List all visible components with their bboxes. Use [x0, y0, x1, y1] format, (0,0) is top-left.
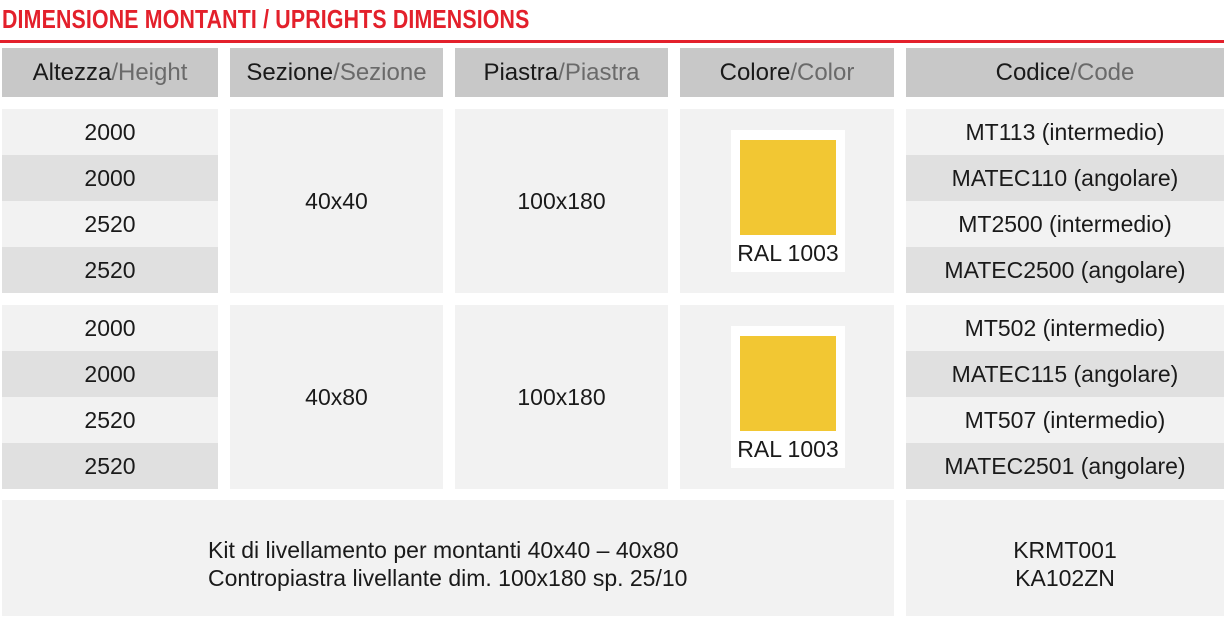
header-section-sep: /: [333, 58, 340, 86]
kit-codes: KRMT001 KA102ZN: [906, 536, 1224, 592]
ral-label: RAL 1003: [737, 240, 839, 266]
header-code-sep: /: [1070, 58, 1077, 86]
header-color-sep: /: [790, 58, 797, 86]
color-swatch: [740, 140, 836, 235]
table-row-height: 2520: [2, 443, 218, 489]
color-swatch: [740, 336, 836, 431]
section-value: 40x40: [230, 109, 443, 293]
table-row-code: MATEC110 (angolare): [906, 155, 1224, 201]
plate-value: 100x180: [455, 305, 668, 489]
kit-line: Kit di livellamento per montanti 40x40 –…: [208, 537, 679, 563]
kit-code: KA102ZN: [1015, 565, 1115, 591]
header-plate-sep: /: [558, 58, 565, 86]
header-height-sep: /: [111, 58, 118, 86]
title-divider: [0, 40, 1224, 43]
header-code: Codice / Code: [906, 48, 1224, 97]
table-row-code: MATEC2501 (angolare): [906, 443, 1224, 489]
header-section: Sezione / Sezione: [230, 48, 443, 97]
header-height-it: Altezza: [32, 58, 112, 86]
header-plate-it: Piastra: [483, 58, 559, 86]
kit-code: KRMT001: [1013, 537, 1117, 563]
header-plate: Piastra / Piastra: [455, 48, 668, 97]
table-row-height: 2520: [2, 247, 218, 293]
header-section-en: Sezione: [339, 58, 427, 86]
header-plate-en: Piastra: [564, 58, 640, 86]
table-row-height: 2000: [2, 155, 218, 201]
kit-code-cell: [906, 500, 1224, 616]
kit-description-cell: [2, 500, 894, 616]
table-row-height: 2000: [2, 305, 218, 351]
header-color-en: Color: [797, 58, 855, 86]
table-row-code: MATEC2500 (angolare): [906, 247, 1224, 293]
table-row-code: MATEC115 (angolare): [906, 351, 1224, 397]
header-code-en: Code: [1077, 58, 1135, 86]
kit-description: Kit di livellamento per montanti 40x40 –…: [208, 536, 687, 592]
header-code-it: Codice: [995, 58, 1071, 86]
table-row-code: MT502 (intermedio): [906, 305, 1224, 351]
header-color-it: Colore: [719, 58, 791, 86]
header-section-it: Sezione: [246, 58, 334, 86]
header-color: Colore / Color: [680, 48, 894, 97]
plate-value: 100x180: [455, 109, 668, 293]
page-title: DIMENSIONE MONTANTI / UPRIGHTS DIMENSION…: [2, 4, 530, 34]
header-height-en: Height: [118, 58, 188, 86]
table-row-code: MT113 (intermedio): [906, 109, 1224, 155]
table-row-height: 2520: [2, 397, 218, 443]
table-row-height: 2000: [2, 109, 218, 155]
table-row-height: 2000: [2, 351, 218, 397]
kit-line: Contropiastra livellante dim. 100x180 sp…: [208, 565, 688, 591]
table-row-height: 2520: [2, 201, 218, 247]
table-row-code: MT2500 (intermedio): [906, 201, 1224, 247]
ral-label: RAL 1003: [737, 436, 839, 462]
section-value: 40x80: [230, 305, 443, 489]
table-row-code: MT507 (intermedio): [906, 397, 1224, 443]
header-height: Altezza / Height: [2, 48, 218, 97]
